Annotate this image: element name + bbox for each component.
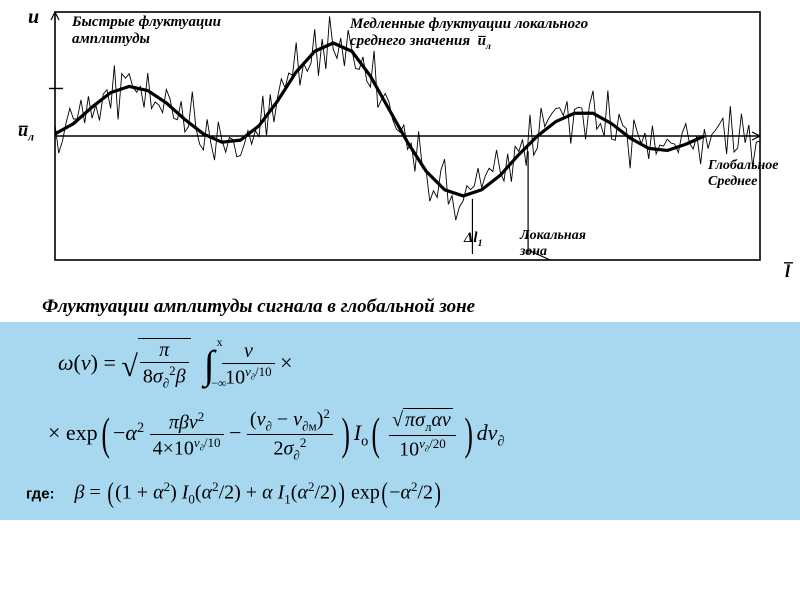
y-axis-label-2: u̅л bbox=[18, 120, 34, 144]
annotation-global-mean: ГлобальноеСреднее bbox=[708, 158, 778, 190]
y-axis-label: u bbox=[28, 6, 39, 29]
formula-panel: ω(ν) = √ π8σ∂2β ∫x−∞ ν10ν∂/10 × × exp(−α… bbox=[0, 322, 800, 520]
annotation-fast-fluctuations: Быстрые флуктуацииамплитуды bbox=[72, 14, 221, 49]
annotation-local-zone: Локальнаязона bbox=[520, 228, 586, 260]
where-label: где: bbox=[26, 486, 55, 503]
annotation-slow-fluctuations: Медленные флуктуации локальногосреднего … bbox=[350, 16, 588, 52]
formula-line-3: где: β = ((1 + α2) I0(α2/2) + α I1(α2/2)… bbox=[26, 478, 782, 510]
x-axis-label: l̅ bbox=[785, 261, 790, 282]
signal-fluctuation-chart: u u̅л l̅ Быстрые флуктуацииамплитуды Мед… bbox=[0, 0, 800, 290]
formula-line-1: ω(ν) = √ π8σ∂2β ∫x−∞ ν10ν∂/10 × bbox=[58, 338, 782, 392]
formula-line-2: × exp(−α2 πβν24×10ν∂/10 − (ν∂ − ν∂м)22σ∂… bbox=[48, 406, 782, 464]
annotation-delta-l1: Δl1 bbox=[464, 230, 482, 249]
figure-caption: Флуктуации амплитуды сигнала в глобально… bbox=[0, 290, 800, 322]
